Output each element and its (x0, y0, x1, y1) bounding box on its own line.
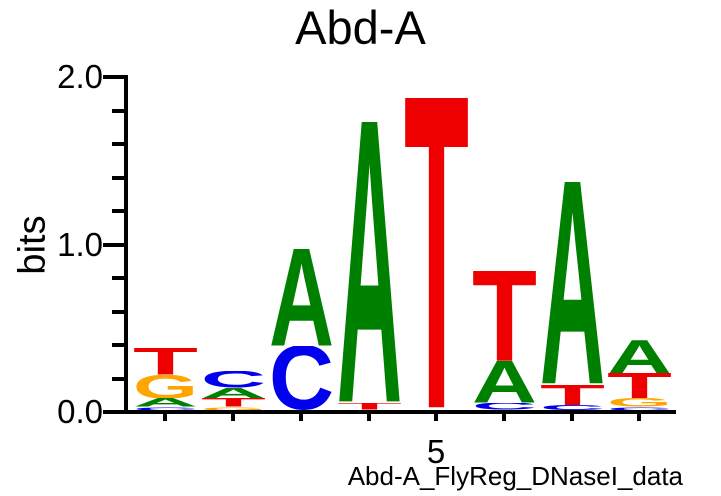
svg-text:A: A (133, 398, 198, 406)
svg-text:G: G (133, 375, 198, 398)
svg-text:A: A (337, 122, 402, 403)
logo-letter-C: C (540, 405, 605, 410)
svg-text:C: C (472, 403, 537, 410)
svg-text:T: T (337, 403, 402, 410)
y-tick-label: 1.0 (57, 225, 103, 263)
svg-text:G: G (607, 398, 672, 406)
chart-title: Abd-A (295, 1, 426, 54)
y-tick-label: 2.0 (57, 58, 103, 95)
logo-stack-2 (201, 0, 266, 410)
logo-letter-C: C (269, 346, 334, 410)
logo-letter-G: G (201, 407, 266, 410)
logo-letter-A: A (540, 182, 605, 385)
x-tick (434, 414, 438, 421)
y-major-tick (103, 410, 128, 414)
y-tick-label: 0.0 (57, 393, 103, 430)
logo-letter-A: A (269, 249, 334, 346)
logo-letter-T: T (540, 385, 605, 405)
logo-letter-C: C (133, 407, 198, 410)
logo-letter-T: T (472, 271, 537, 361)
logo-letter-T: T (607, 373, 672, 398)
svg-text:T: T (472, 271, 537, 361)
x-tick (637, 414, 641, 421)
y-minor-tick (112, 142, 128, 146)
y-minor-tick (112, 309, 128, 314)
svg-text:C: C (269, 346, 334, 410)
x-tick (163, 414, 167, 421)
x-tick (367, 414, 371, 421)
logo-letter-G: G (133, 375, 198, 398)
y-minor-tick (112, 343, 128, 347)
svg-text:T: T (133, 348, 198, 375)
x-tick (231, 414, 235, 421)
svg-text:A: A (472, 361, 537, 403)
svg-text:C: C (201, 371, 266, 388)
logo-letter-A: A (607, 340, 672, 374)
logo-letter-A: A (337, 122, 402, 403)
y-minor-tick (112, 108, 128, 113)
logo-letter-T: T (133, 348, 198, 375)
x-axis-line (103, 410, 676, 414)
svg-text:T: T (607, 373, 672, 398)
logo-letter-A: A (133, 398, 198, 406)
svg-text:A: A (201, 388, 266, 398)
dataset-caption: Abd-A_FlyReg_DNaseI_data (347, 461, 683, 491)
logo-letter-T: T (201, 398, 266, 406)
svg-text:T: T (404, 98, 469, 410)
x-tick (299, 414, 303, 421)
logo-letter-A: A (472, 361, 537, 403)
svg-text:A: A (540, 182, 605, 385)
y-major-tick (103, 242, 128, 247)
svg-text:C: C (607, 407, 672, 410)
logo-letter-T: T (404, 98, 469, 410)
svg-text:A: A (269, 249, 334, 346)
y-major-tick (103, 75, 128, 79)
y-minor-tick (112, 276, 128, 280)
x-tick (502, 414, 506, 421)
logo-letter-C: C (201, 371, 266, 388)
svg-text:T: T (540, 385, 605, 405)
logo-letter-A: A (201, 388, 266, 398)
logo-letter-T: T (337, 403, 402, 410)
svg-text:G: G (201, 407, 266, 410)
svg-text:C: C (540, 405, 605, 410)
svg-text:T: T (201, 398, 266, 406)
x-tick (570, 414, 574, 421)
logo-letter-C: C (472, 403, 537, 410)
x-tick-label: 5 (426, 433, 446, 470)
y-minor-tick (112, 376, 128, 381)
logo-letter-G: G (607, 398, 672, 406)
y-minor-tick (112, 209, 128, 213)
y-minor-tick (112, 175, 128, 180)
svg-text:A: A (607, 340, 672, 374)
svg-text:C: C (133, 407, 198, 410)
logo-letter-C: C (607, 407, 672, 410)
